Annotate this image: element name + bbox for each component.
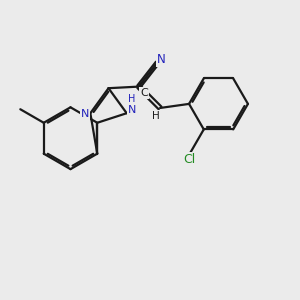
- Text: Cl: Cl: [184, 153, 196, 166]
- Text: N: N: [158, 53, 166, 66]
- Text: H: H: [152, 111, 160, 121]
- Text: H: H: [128, 94, 136, 104]
- Text: N: N: [128, 105, 136, 115]
- Text: C: C: [140, 88, 148, 98]
- Text: N: N: [81, 109, 89, 119]
